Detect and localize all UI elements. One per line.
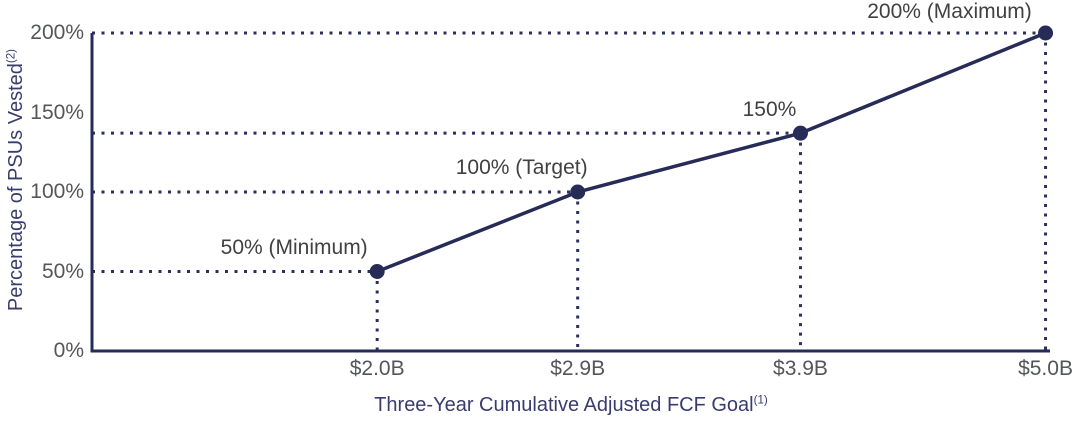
x-tick-label: $3.9B bbox=[773, 357, 828, 380]
y-axis-footnote-marker: (2) bbox=[4, 48, 18, 64]
x-tick-label: $5.0B bbox=[1018, 357, 1073, 380]
x-axis-title: Three-Year Cumulative Adjusted FCF Goal(… bbox=[271, 393, 871, 417]
y-tick-label: 0% bbox=[53, 339, 84, 362]
x-tick-label: $2.9B bbox=[550, 357, 606, 380]
data-point bbox=[570, 184, 586, 200]
data-point bbox=[792, 125, 808, 141]
x-axis-title-text: Three-Year Cumulative Adjusted FCF Goal bbox=[374, 394, 754, 416]
point-annotation: 150% bbox=[742, 98, 797, 122]
y-tick-label: 50% bbox=[41, 259, 84, 283]
data-line bbox=[376, 31, 1047, 274]
data-point bbox=[1038, 25, 1054, 41]
x-axis-footnote-marker: (1) bbox=[753, 393, 768, 407]
point-annotation: 200% (Maximum) bbox=[867, 0, 1032, 23]
point-annotation: 100% (Target) bbox=[455, 156, 588, 179]
data-point bbox=[369, 264, 385, 279]
y-tick-label: 200% bbox=[30, 21, 84, 44]
y-tick-label: 100% bbox=[30, 180, 84, 203]
point-annotation: 50% (Minimum) bbox=[220, 235, 368, 259]
y-tick-label: 150% bbox=[30, 100, 84, 124]
x-tick-label: $2.0B bbox=[349, 357, 405, 380]
